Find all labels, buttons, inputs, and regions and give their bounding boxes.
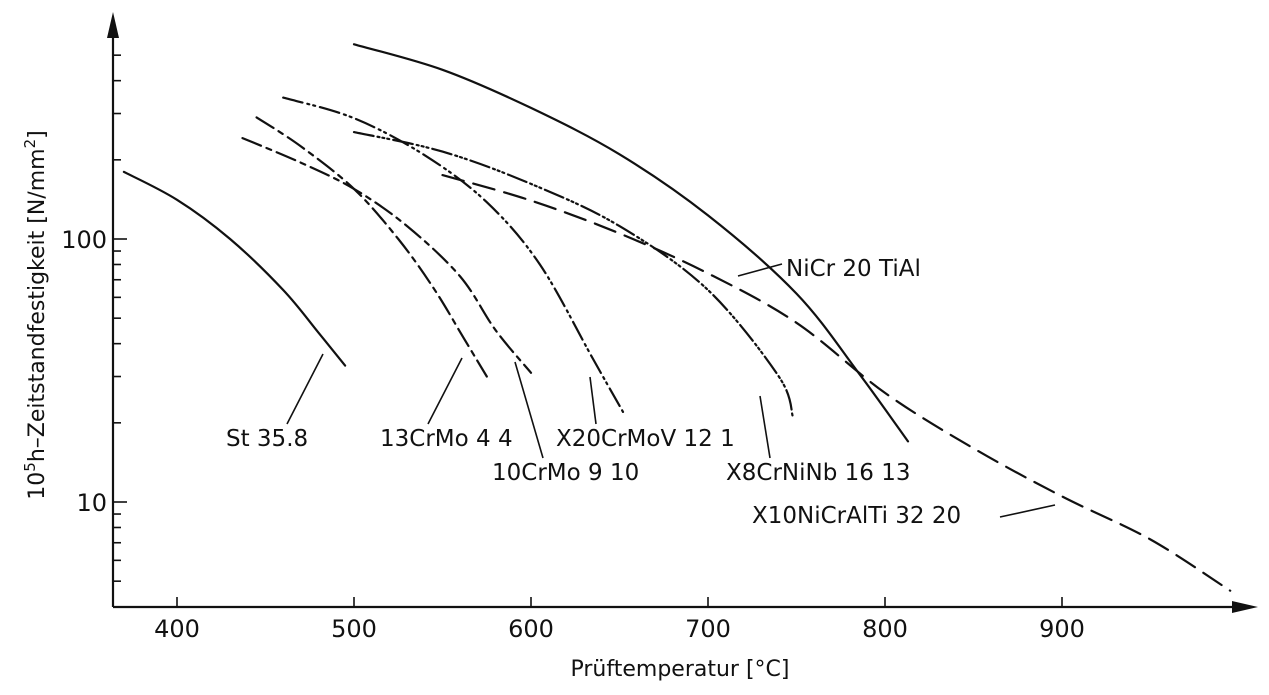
series-label-13crmo-4-4: 13CrMo 4 4 [380, 426, 513, 452]
x-tick-label-400: 400 [154, 615, 200, 643]
label-leader-lines [286, 263, 1056, 518]
series-labels: St 35.8 13CrMo 4 4 10CrMo 9 10 X20CrMoV 12 … [226, 256, 961, 529]
y-axis-label-base: 10 [25, 472, 50, 500]
y-tick-label-100: 100 [61, 226, 107, 254]
curve-x10nicralti-32-20 [441, 174, 1232, 592]
y-axis-arrow-icon [107, 12, 119, 38]
curve-st-35-8 [122, 170, 347, 367]
series-label-x20crmov-12-1: X20CrMoV 12 1 [556, 426, 735, 452]
leader-line-st-35-8 [286, 353, 324, 425]
curve-x8crninb-16-13 [352, 131, 795, 419]
series-curves [122, 43, 1232, 592]
x-tick-label-500: 500 [331, 615, 377, 643]
axes [107, 12, 1258, 613]
y-axis-label-exp1: 5 [21, 462, 39, 472]
series-label-10crmo-9-10: 10CrMo 9 10 [492, 460, 639, 486]
x-ticks: 400 500 600 700 800 900 [154, 597, 1085, 643]
x-tick-label-800: 800 [862, 615, 908, 643]
x-axis-label: Prüftemperatur [°C] [571, 657, 790, 682]
curve-13crmo-4-4 [255, 116, 488, 378]
leader-line-10crmo-9-10 [514, 361, 544, 459]
leader-line-nicr-20-tial [737, 263, 783, 277]
y-axis-label: 105h–Zeitstandfestigkeit [N/mm2] [21, 130, 50, 499]
y-tick-label-10: 10 [76, 489, 107, 517]
series-label-x10nicralti-32-20: X10NiCrAlTi 32 20 [752, 503, 961, 529]
x-tick-label-600: 600 [508, 615, 554, 643]
y-axis-label-close: ] [25, 130, 50, 139]
y-ticks: 10 100 [61, 54, 127, 582]
x-axis-arrow-icon [1232, 601, 1258, 613]
x-tick-label-900: 900 [1039, 615, 1085, 643]
x-tick-label-700: 700 [685, 615, 731, 643]
curve-x20crmov-12-1 [282, 96, 625, 413]
y-axis-label-exp2: 2 [21, 139, 39, 149]
curve-nicr-20-tial [352, 43, 910, 443]
series-label-st-35-8: St 35.8 [226, 426, 308, 452]
leader-line-x20crmov-12-1 [589, 376, 597, 425]
leader-line-x10nicralti-32-20 [999, 504, 1056, 518]
y-axis-label-text: h–Zeitstandfestigkeit [N/mm [25, 148, 50, 462]
leader-line-x8crninb-16-13 [759, 395, 771, 459]
leader-line-13crmo-4-4 [427, 357, 463, 425]
series-label-x8crninb-16-13: X8CrNiNb 16 13 [726, 460, 910, 486]
curve-10crmo-9-10 [241, 137, 533, 374]
series-label-nicr-20-tial: NiCr 20 TiAl [786, 256, 921, 282]
